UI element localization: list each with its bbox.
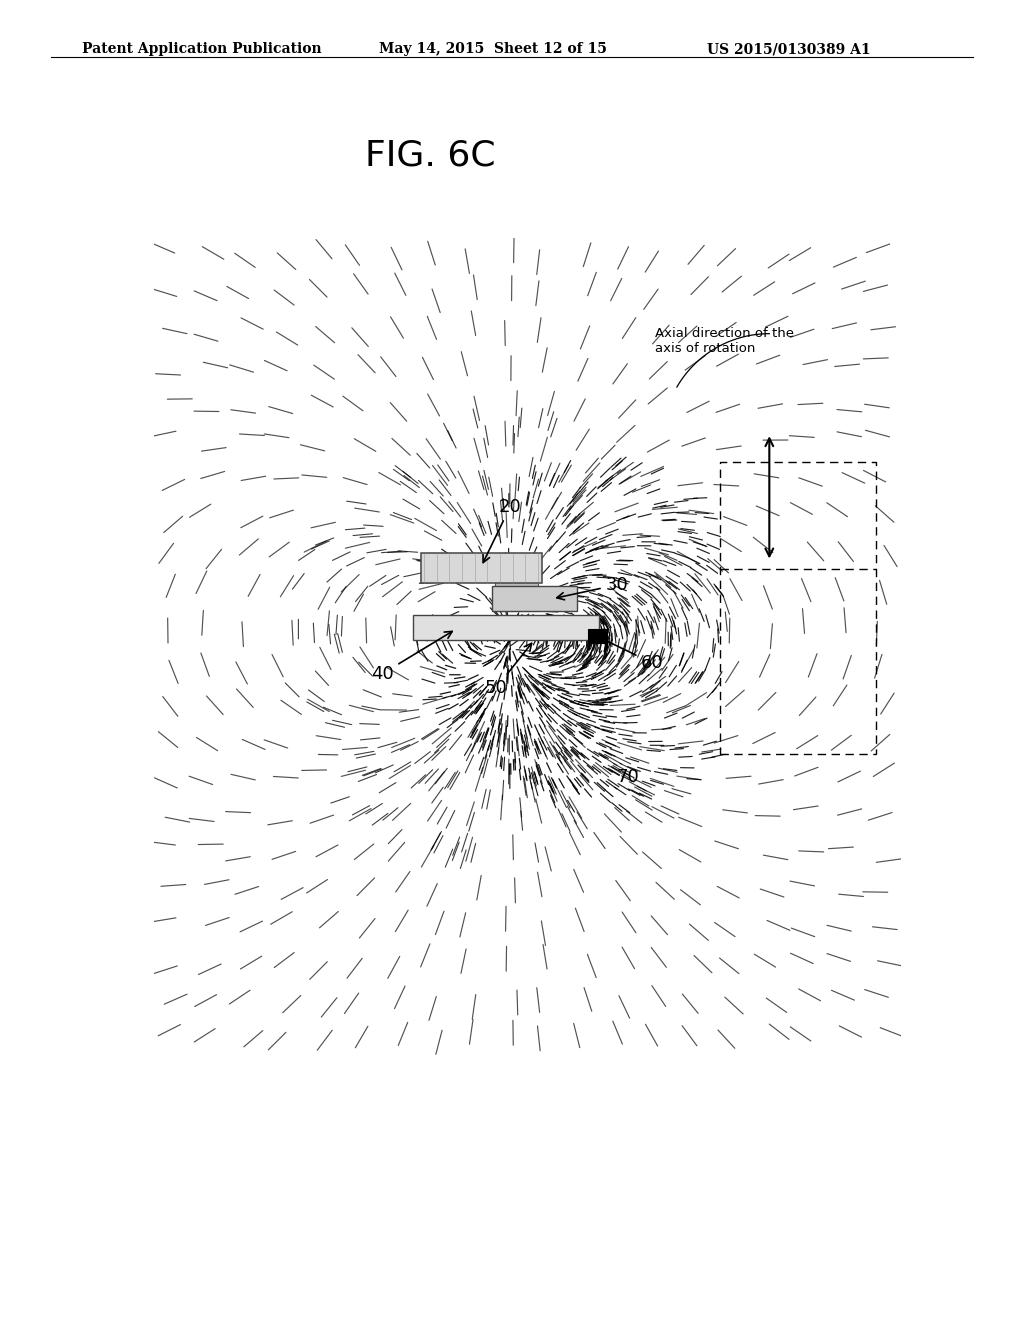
Bar [588,630,607,643]
Bar [492,586,578,611]
Text: US 2015/0130389 A1: US 2015/0130389 A1 [707,42,870,57]
Text: 40: 40 [371,631,453,682]
Bar [421,553,542,582]
Bar [414,615,598,640]
Text: 20: 20 [483,498,521,562]
Bar [720,462,877,754]
Text: 30: 30 [557,576,629,599]
Text: Axial direction of the
axis of rotation: Axial direction of the axis of rotation [655,327,795,355]
Text: FIG. 6C: FIG. 6C [365,139,496,173]
Text: 50: 50 [484,643,531,697]
Text: 70: 70 [616,768,639,785]
Text: 60: 60 [601,638,664,672]
Bar [496,576,538,611]
Text: May 14, 2015  Sheet 12 of 15: May 14, 2015 Sheet 12 of 15 [379,42,607,57]
Text: Patent Application Publication: Patent Application Publication [82,42,322,57]
